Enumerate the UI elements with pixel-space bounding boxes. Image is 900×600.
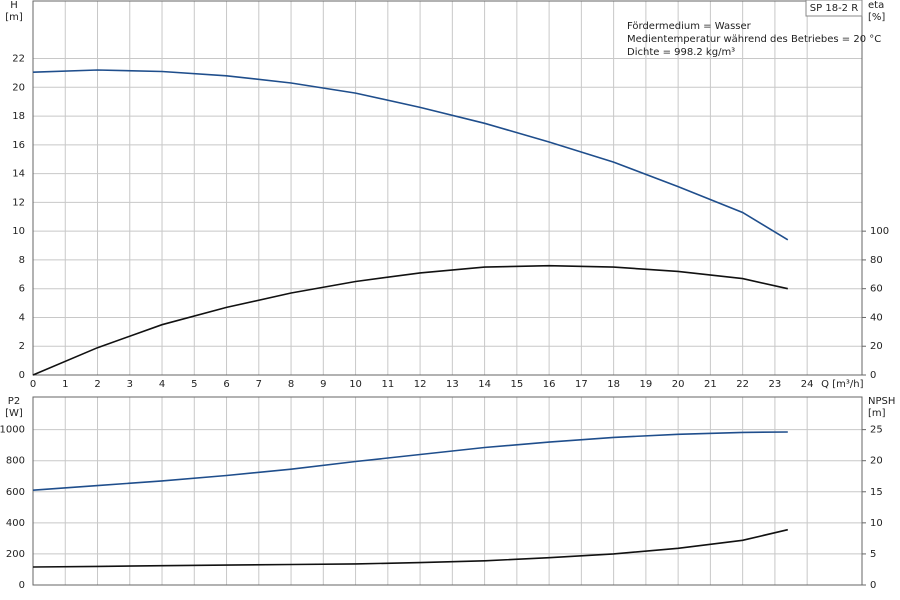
y2-tick-label: 15 <box>870 487 883 498</box>
x-tick-label: 0 <box>30 379 36 390</box>
y-tick-label: 6 <box>19 284 25 295</box>
y2-tick-label: 5 <box>870 549 876 560</box>
y-axis-label: P2 <box>8 396 20 407</box>
title-box <box>805 0 863 17</box>
x-tick-label: 1 <box>62 379 68 390</box>
y-tick-label: 22 <box>12 54 25 65</box>
x-tick-label: 13 <box>446 379 459 390</box>
curve <box>32 69 789 241</box>
x-tick-label: 2 <box>94 379 100 390</box>
curve <box>32 431 788 491</box>
x-tick-label: 11 <box>381 379 394 390</box>
x-tick-label: 14 <box>478 379 491 390</box>
y-tick-label: 400 <box>6 518 25 529</box>
y2-axis-label: NPSH <box>868 396 895 407</box>
plot-frame <box>32 396 863 586</box>
y2-axis-label: eta <box>868 0 884 11</box>
x-tick-label: 10 <box>349 379 362 390</box>
y-tick-label: 1000 <box>0 425 25 436</box>
y-tick-label: 0 <box>19 580 25 591</box>
x-tick-label: 17 <box>575 379 588 390</box>
x-axis-label: Q [m³/h] <box>821 379 863 390</box>
y-tick-label: 800 <box>6 456 25 467</box>
x-tick-label: 4 <box>159 379 165 390</box>
y-tick-label: 12 <box>12 197 25 208</box>
y-tick-label: 600 <box>6 487 25 498</box>
y2-tick-label: 80 <box>870 255 883 266</box>
y-axis-label: [W] <box>5 408 23 419</box>
y-tick-label: 16 <box>12 140 25 151</box>
x-tick-label: 18 <box>607 379 620 390</box>
y-axis-label: [m] <box>5 12 23 23</box>
y-tick-label: 0 <box>19 370 25 381</box>
x-tick-label: 7 <box>256 379 262 390</box>
y-axis-label: H <box>10 0 18 11</box>
y2-tick-label: 0 <box>870 580 876 591</box>
x-tick-label: 9 <box>320 379 326 390</box>
annotation: Dichte = 998.2 kg/m³ <box>627 47 735 58</box>
y-tick-label: 200 <box>6 549 25 560</box>
x-tick-label: 20 <box>672 379 685 390</box>
x-tick-label: 23 <box>769 379 782 390</box>
x-tick-label: 21 <box>704 379 717 390</box>
plot-frame <box>32 0 863 376</box>
x-tick-label: 19 <box>640 379 653 390</box>
chart-title: SP 18-2 R <box>810 3 858 14</box>
curve <box>32 264 788 376</box>
x-tick-label: 24 <box>801 379 814 390</box>
y2-axis-label: [%] <box>868 12 885 23</box>
y2-tick-label: 100 <box>870 226 889 237</box>
x-tick-label: 8 <box>288 379 294 390</box>
y-tick-label: 10 <box>12 226 25 237</box>
y-tick-label: 20 <box>12 82 25 93</box>
x-tick-label: 16 <box>543 379 556 390</box>
plots: 0 1 2 3 4 5 6 7 8 9 10 11 12 13 14 15 16 17 18 19 20 21 22 23 24… <box>0 0 895 591</box>
y2-tick-label: 60 <box>870 284 883 295</box>
annotation: Fördermedium = Wasser <box>627 21 752 32</box>
y-tick-label: 18 <box>12 111 25 122</box>
y-tick-label: 4 <box>19 312 25 323</box>
y2-tick-label: 40 <box>870 312 883 323</box>
y2-axis-label: [m] <box>868 408 886 419</box>
y2-tick-label: 0 <box>870 370 876 381</box>
x-tick-label: 12 <box>414 379 427 390</box>
y2-tick-label: 10 <box>870 518 883 529</box>
x-tick-label: 6 <box>223 379 229 390</box>
y-tick-label: 2 <box>19 341 25 352</box>
x-tick-label: 15 <box>510 379 523 390</box>
x-tick-label: 22 <box>736 379 749 390</box>
y2-tick-label: 25 <box>870 425 883 436</box>
curve <box>32 528 788 568</box>
y2-tick-label: 20 <box>870 456 883 467</box>
x-tick-label: 3 <box>127 379 133 390</box>
y-tick-label: 8 <box>19 255 25 266</box>
y2-tick-label: 20 <box>870 341 883 352</box>
x-tick-label: 5 <box>191 379 197 390</box>
annotation: Medientemperatur während des Betriebes =… <box>627 34 881 45</box>
y-tick-label: 14 <box>12 169 25 180</box>
